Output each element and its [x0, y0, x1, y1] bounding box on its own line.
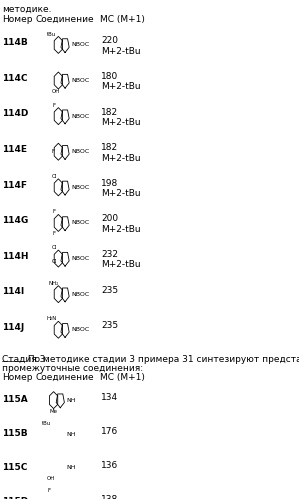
Text: 182
M+2-tBu: 182 M+2-tBu — [101, 108, 141, 127]
Text: F: F — [47, 489, 50, 494]
Text: 235: 235 — [101, 321, 118, 330]
Text: NBOC: NBOC — [72, 42, 90, 47]
Text: Стадия 3:: Стадия 3: — [2, 355, 49, 364]
Text: tBu: tBu — [47, 32, 56, 37]
Text: Соединение: Соединение — [36, 373, 94, 382]
Text: 115B: 115B — [2, 429, 28, 438]
Text: 200
M+2-tBu: 200 M+2-tBu — [101, 215, 141, 234]
Text: tBu: tBu — [42, 421, 51, 426]
Text: NH: NH — [66, 432, 76, 437]
Text: NBOC: NBOC — [72, 256, 90, 261]
Text: 114J: 114J — [2, 323, 25, 332]
Text: 114G: 114G — [2, 216, 29, 225]
Text: NBOC: NBOC — [72, 291, 90, 297]
Text: NBOC: NBOC — [72, 221, 90, 226]
Text: 114H: 114H — [2, 252, 29, 261]
Text: NH: NH — [66, 398, 76, 403]
Text: МС (М+1): МС (М+1) — [100, 373, 145, 382]
Text: NH: NH — [66, 466, 76, 471]
Text: МС (М+1): МС (М+1) — [100, 15, 145, 24]
Text: 115A: 115A — [2, 395, 28, 404]
Text: NBOC: NBOC — [72, 149, 90, 154]
Text: 136: 136 — [101, 461, 119, 470]
Text: 182
M+2-tBu: 182 M+2-tBu — [101, 143, 141, 163]
Text: 114F: 114F — [2, 181, 28, 190]
Text: F: F — [51, 149, 54, 154]
Text: Me: Me — [50, 409, 58, 414]
Text: промежуточные соединения:: промежуточные соединения: — [2, 364, 144, 373]
Text: OH: OH — [51, 89, 60, 94]
Text: 176: 176 — [101, 427, 119, 436]
Text: F: F — [52, 103, 55, 108]
Text: 220
M+2-tBu: 220 M+2-tBu — [101, 36, 141, 56]
Text: F: F — [52, 232, 55, 237]
Text: Номер: Номер — [2, 373, 33, 382]
Text: NBOC: NBOC — [72, 114, 90, 119]
Text: NBOC: NBOC — [72, 327, 90, 332]
Text: NBOC: NBOC — [72, 78, 90, 83]
Text: методике.: методике. — [2, 5, 52, 14]
Text: F: F — [52, 210, 55, 215]
Text: 138: 138 — [101, 495, 119, 499]
Text: 180
M+2-tBu: 180 M+2-tBu — [101, 72, 141, 91]
Text: 232
M+2-tBu: 232 M+2-tBu — [101, 250, 141, 269]
Text: Cl: Cl — [52, 258, 57, 263]
Text: 235: 235 — [101, 286, 118, 295]
Text: 115C: 115C — [2, 463, 28, 472]
Text: Соединение: Соединение — [36, 15, 94, 24]
Text: Cl: Cl — [52, 174, 57, 179]
Text: NH₂: NH₂ — [48, 280, 59, 285]
Text: По методике стадии 3 примера 31 синтезируют представленные ниже: По методике стадии 3 примера 31 синтезир… — [25, 355, 299, 364]
Text: OH: OH — [47, 477, 55, 482]
Text: Cl: Cl — [52, 245, 57, 250]
Text: 114D: 114D — [2, 109, 29, 118]
Text: Номер: Номер — [2, 15, 33, 24]
Text: H₂N: H₂N — [46, 316, 57, 321]
Text: 134: 134 — [101, 393, 118, 402]
Text: 114B: 114B — [2, 38, 28, 47]
Text: 198
M+2-tBu: 198 M+2-tBu — [101, 179, 141, 198]
Text: 114E: 114E — [2, 145, 28, 154]
Text: 114C: 114C — [2, 74, 28, 83]
Text: 114I: 114I — [2, 287, 25, 296]
Text: 115D: 115D — [2, 497, 29, 499]
Text: NBOC: NBOC — [72, 185, 90, 190]
